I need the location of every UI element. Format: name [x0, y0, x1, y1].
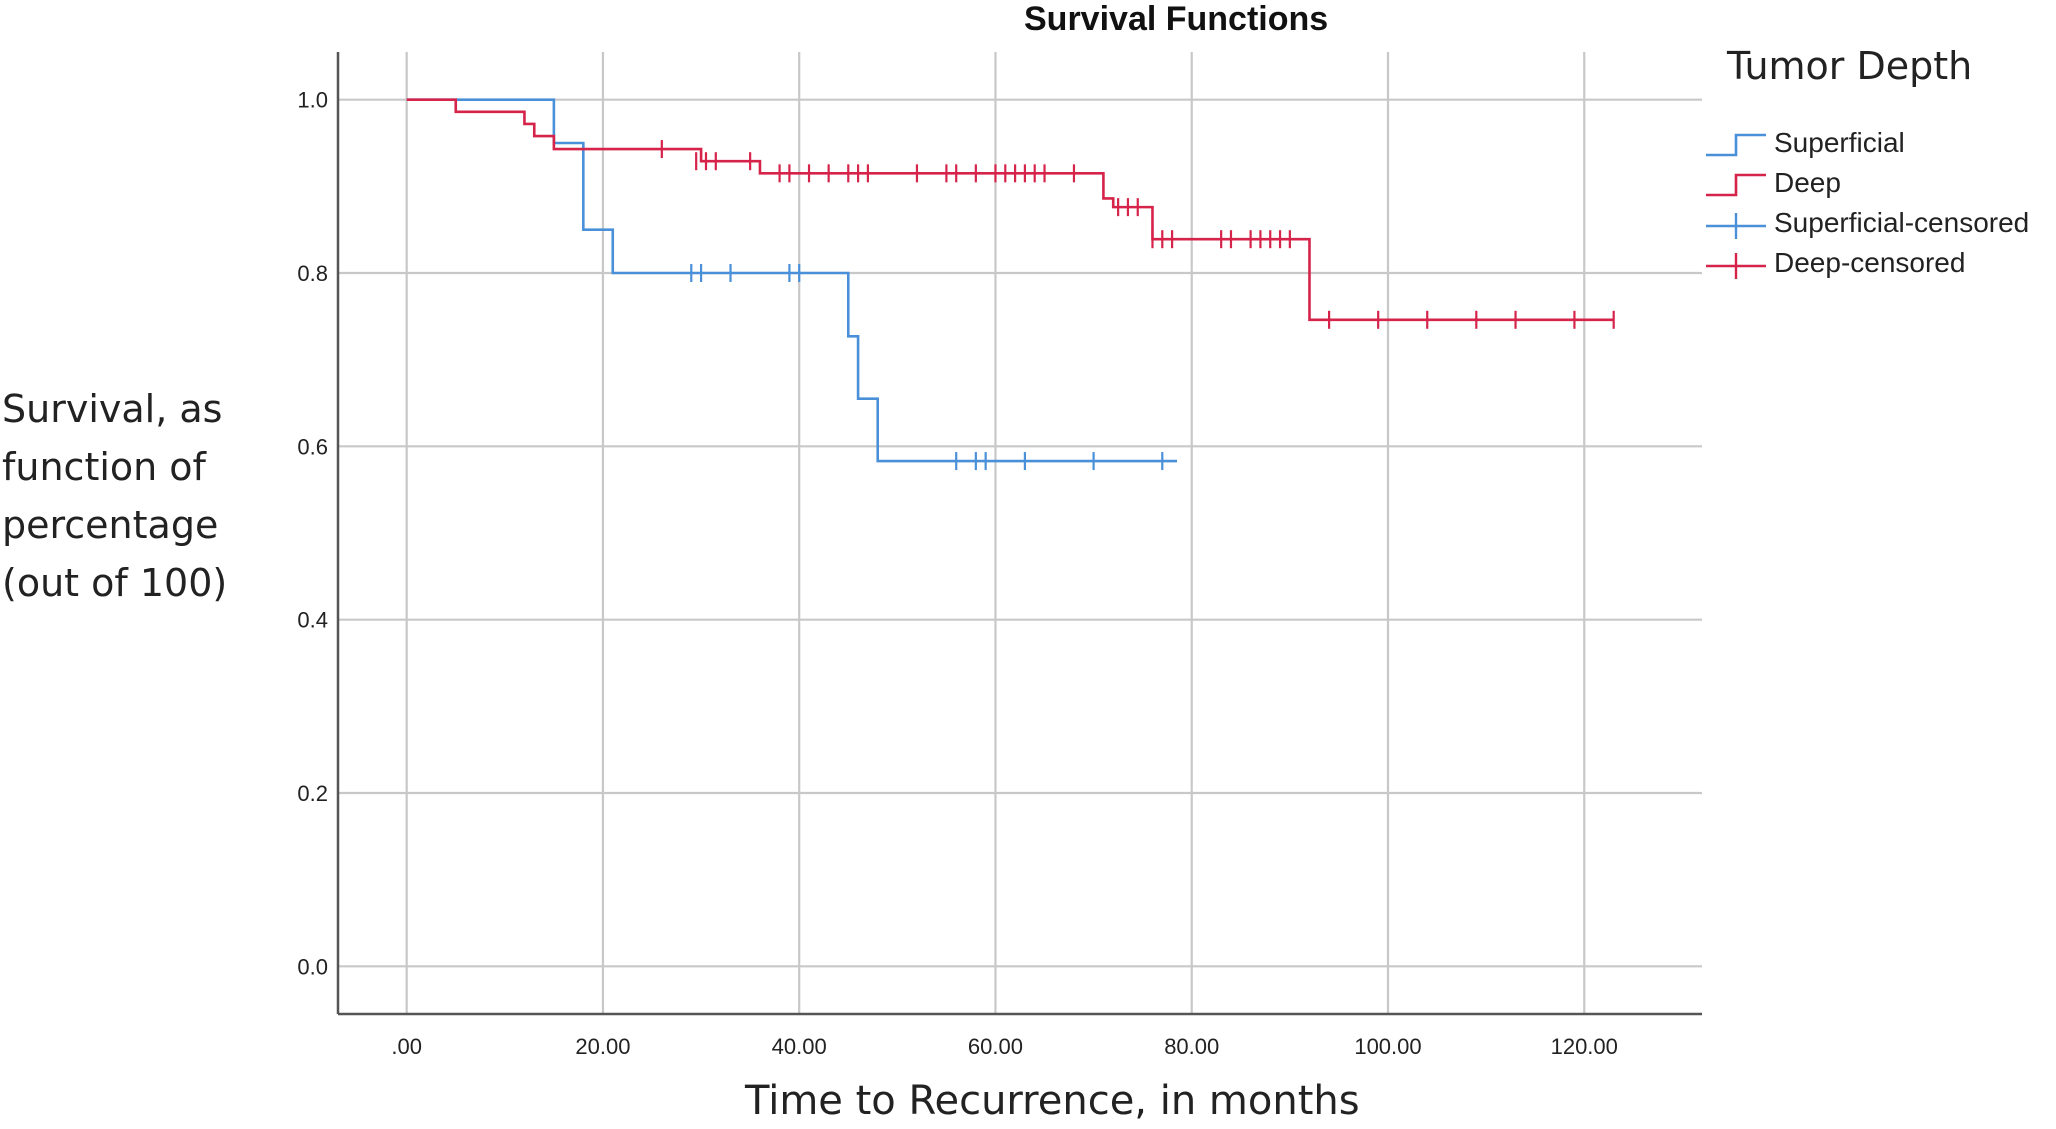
x-tick-label: 80.00: [1164, 1034, 1219, 1059]
legend-label-superficial: Superficial: [1774, 127, 1905, 158]
y-tick-label: 0.4: [297, 608, 328, 633]
legend-label-deep: Deep: [1774, 167, 1841, 198]
x-tick-label: 60.00: [968, 1034, 1023, 1059]
series-lines: [406, 98, 1615, 471]
x-tick-label: .00: [391, 1034, 422, 1059]
y-tick-label: 0.2: [297, 781, 328, 806]
chart-title: Survival Functions: [1024, 0, 1329, 38]
axes: [336, 52, 1702, 1016]
x-tick-label: 120.00: [1551, 1034, 1618, 1059]
y-tick-label: 0.6: [297, 434, 328, 459]
y-axis-label-line: function of: [2, 445, 206, 489]
legend-label-superficial-censored: Superficial-censored: [1774, 207, 2030, 238]
y-axis-label-line: Survival, as: [2, 387, 223, 431]
legend-swatch-superficial: [1706, 133, 1766, 157]
legend-title: Tumor Depth: [1727, 44, 1973, 88]
x-tick-label: 40.00: [772, 1034, 827, 1059]
superficial-line: [406, 98, 1178, 463]
grid-lines: [338, 52, 1702, 1014]
y-tick-label: 0.8: [297, 261, 328, 286]
tick-labels: .00 20.00 40.00 60.00 80.00 100.00 120.00 0.0 0.…: [297, 88, 1617, 1059]
deep-line: [406, 98, 1614, 322]
y-axis-label: Survival, as function of percentage (out…: [2, 380, 242, 612]
y-tick-label: 0.0: [297, 954, 328, 979]
y-tick-label: 1.0: [297, 88, 328, 113]
legend-label-deep-censored: Deep-censored: [1774, 247, 1966, 278]
x-tick-label: 100.00: [1354, 1034, 1421, 1059]
x-axis-label: Time to Recurrence, in months: [745, 1078, 1360, 1124]
legend-swatch-deep: [1706, 173, 1766, 197]
x-tick-label: 20.00: [575, 1034, 630, 1059]
legend-swatches: [1706, 133, 1766, 279]
y-axis-label-line: percentage: [2, 503, 219, 547]
y-axis-label-line: (out of 100): [2, 561, 228, 605]
